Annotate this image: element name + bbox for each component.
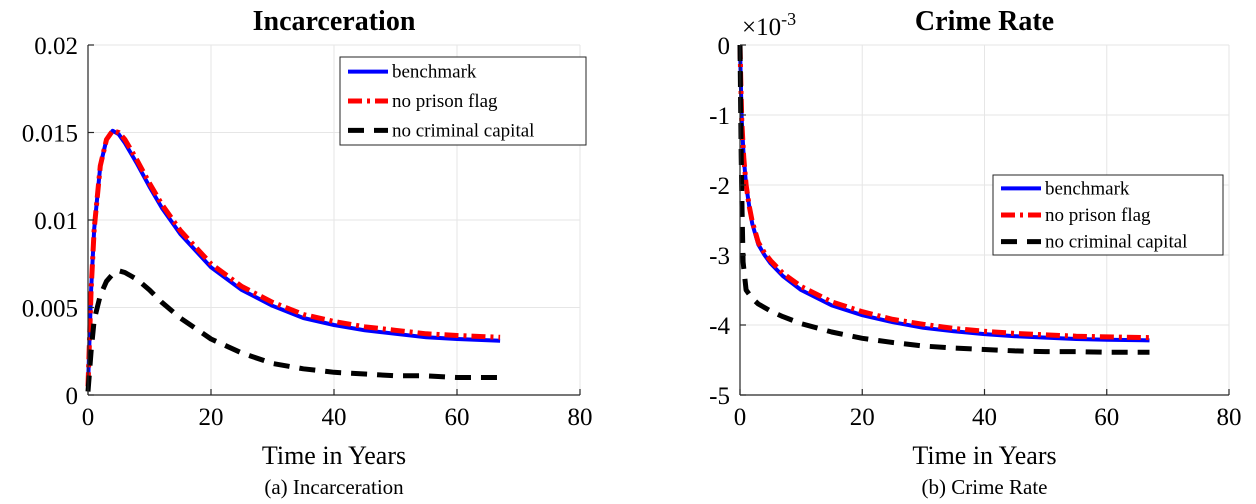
series-layer <box>85 128 501 392</box>
x-axis-label: Time in Years <box>912 441 1056 470</box>
axes: 0 20 40 60 80 -5 -4 -3 -2 -1 0 <box>709 33 1241 431</box>
exponent-base: ×10 <box>742 14 781 41</box>
series-layer <box>737 44 1150 355</box>
x-tick-label: 60 <box>1094 404 1119 431</box>
x-tick-label: 20 <box>199 404 224 431</box>
x-tick-label: 60 <box>445 404 470 431</box>
series-line-benchmark <box>86 128 501 387</box>
x-tick-label: 20 <box>850 404 875 431</box>
y-tick-label: 0.02 <box>34 33 78 60</box>
y-tick-label: -4 <box>709 313 730 340</box>
legend-label: no criminal capital <box>392 120 534 141</box>
x-tick-label: 40 <box>972 404 997 431</box>
exponent-power: -3 <box>781 9 796 29</box>
x-axis-label: Time in Years <box>262 441 406 470</box>
y-tick-label: -1 <box>709 103 730 130</box>
series-line-benchmark <box>738 44 1150 343</box>
y-tick-label: 0.005 <box>22 296 78 323</box>
legend-label: benchmark <box>392 62 477 83</box>
x-tick-label: 40 <box>322 404 347 431</box>
legend: benchmark no prison flag no criminal capit… <box>992 174 1224 256</box>
figure-caption: (a) Incarceration <box>264 475 404 499</box>
series-line-no-criminal-capital <box>85 268 501 392</box>
y-tick-label: 0.015 <box>22 121 78 148</box>
x-tick-label: 0 <box>82 404 95 431</box>
panel-crime-rate: 0 20 40 60 80 -5 -4 -3 -2 -1 0 Crime Rate Time in … <box>709 6 1241 499</box>
x-tick-label: 80 <box>1217 404 1242 431</box>
panel-incarceration: 0 20 40 60 80 0 0.005 0.01 0.015 0.02 Incarcerati… <box>22 6 593 499</box>
x-tick-label: 0 <box>734 404 747 431</box>
y-tick-label: -5 <box>709 383 730 410</box>
legend-label: benchmark <box>1045 178 1130 199</box>
chart-title: Incarceration <box>253 6 416 37</box>
legend-label: no criminal capital <box>1045 232 1187 253</box>
series-line-no-prison-flag <box>737 44 1150 341</box>
axes: 0 20 40 60 80 0 0.005 0.01 0.015 0.02 <box>22 33 593 431</box>
series-line-no-prison-flag <box>85 128 501 387</box>
y-axis-exponent: ×10-3 <box>742 9 796 41</box>
legend-label: no prison flag <box>1045 205 1151 226</box>
y-tick-label: -3 <box>709 243 730 270</box>
chart-title: Crime Rate <box>915 6 1054 37</box>
y-tick-label: 0.01 <box>34 208 78 235</box>
x-tick-label: 80 <box>568 404 593 431</box>
legend: benchmark no prison flag no criminal capit… <box>339 56 587 146</box>
y-tick-label: 0 <box>718 33 731 60</box>
legend-label: no prison flag <box>392 91 498 112</box>
y-tick-label: 0 <box>66 383 79 410</box>
y-tick-label: -2 <box>709 173 730 200</box>
figure-caption: (b) Crime Rate <box>922 475 1048 499</box>
series-line-no-criminal-capital <box>737 44 1150 355</box>
